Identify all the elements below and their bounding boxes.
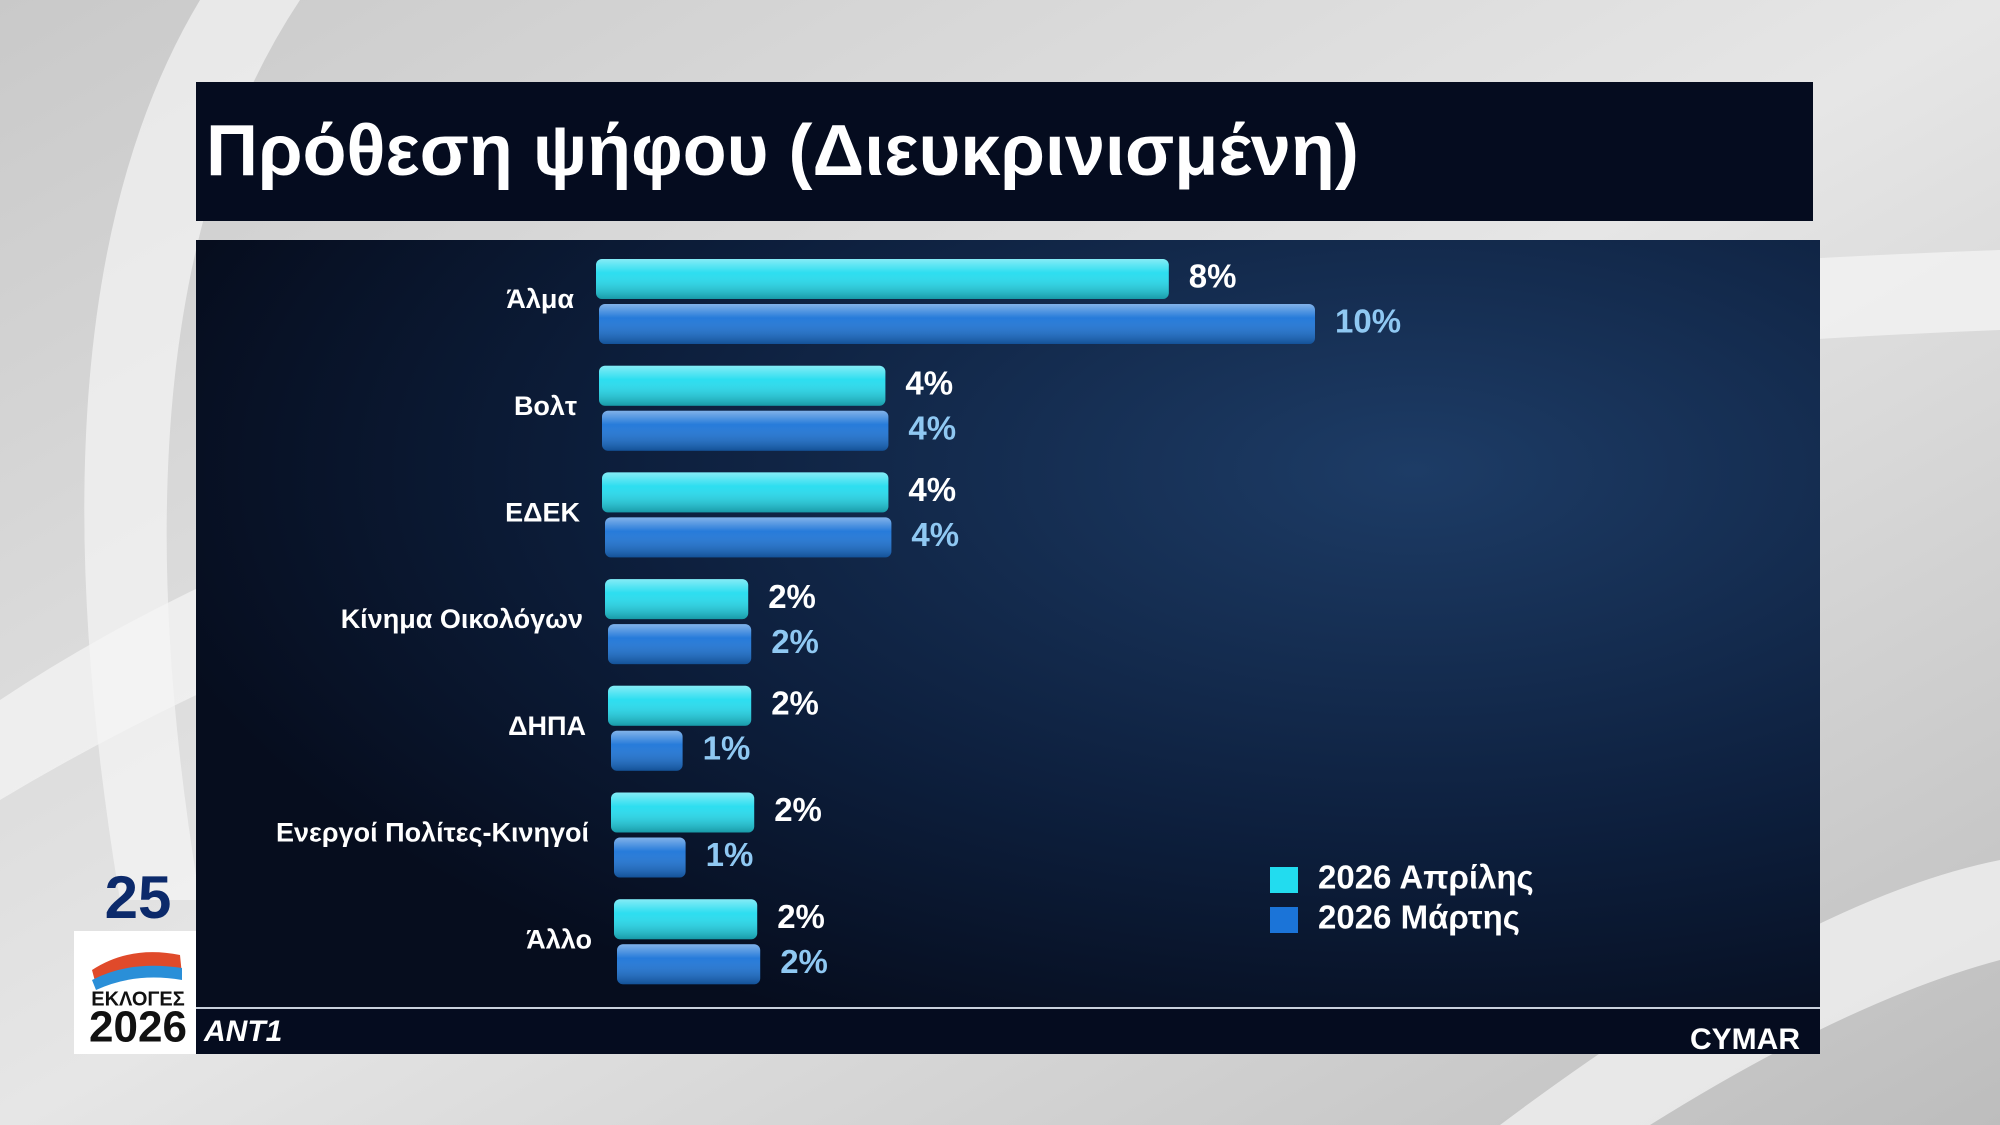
value-label: 2% bbox=[771, 685, 819, 722]
value-label: 4% bbox=[905, 364, 953, 401]
value-label: 1% bbox=[706, 836, 754, 873]
bar-shade bbox=[596, 259, 1169, 299]
day-number: 25 bbox=[105, 864, 172, 931]
legend-swatch bbox=[1270, 867, 1298, 893]
election-logo-box bbox=[74, 931, 196, 1054]
value-label: 1% bbox=[703, 730, 751, 767]
value-label: 8% bbox=[1189, 258, 1237, 295]
value-label: 4% bbox=[911, 516, 959, 553]
category-label: ΔΗΠΑ bbox=[508, 711, 586, 741]
bar-shade bbox=[617, 944, 761, 985]
bar-shade bbox=[602, 410, 889, 451]
value-label: 2% bbox=[780, 943, 828, 980]
bar-shade bbox=[599, 304, 1315, 344]
category-label: ΕΔΕΚ bbox=[505, 498, 580, 528]
swoosh bbox=[84, 0, 301, 900]
bar-shade bbox=[608, 624, 752, 665]
chart-panel bbox=[196, 240, 1820, 1008]
pollster-logo: CYMAR bbox=[1690, 1023, 1800, 1056]
bar-shade bbox=[611, 730, 683, 771]
bar-shade bbox=[605, 579, 749, 620]
bar-shade bbox=[605, 517, 892, 558]
category-label: Κίνημα Οικολόγων bbox=[341, 604, 583, 634]
value-label: 4% bbox=[908, 471, 956, 508]
category-label: Άλμα bbox=[506, 284, 574, 314]
bar-shade bbox=[611, 792, 755, 833]
bar-shade bbox=[608, 685, 752, 726]
legend-label: 2026 Μάρτης bbox=[1318, 899, 1520, 936]
bar-shade bbox=[599, 365, 886, 406]
footer-strip bbox=[196, 1008, 1820, 1054]
bar-shade bbox=[614, 837, 686, 878]
legend-swatch bbox=[1270, 907, 1298, 933]
value-label: 10% bbox=[1335, 303, 1401, 340]
value-label: 2% bbox=[768, 578, 816, 615]
title: Πρόθεση ψήφου (Διευκρινισμένη) bbox=[206, 111, 1359, 191]
category-label: Βολτ bbox=[514, 391, 577, 421]
value-label: 4% bbox=[908, 409, 956, 446]
election-label: ΕΚΛΟΓΕΣ bbox=[91, 988, 185, 1010]
channel-logo: ANT1 bbox=[203, 1015, 282, 1048]
bar-shade bbox=[602, 472, 889, 513]
category-label: Ενεργοί Πολίτες-Κινηγοί bbox=[276, 818, 589, 848]
value-label: 2% bbox=[771, 623, 819, 660]
value-label: 2% bbox=[774, 791, 822, 828]
legend-label: 2026 Απρίλης bbox=[1318, 859, 1534, 896]
category-label: Άλλο bbox=[526, 924, 592, 954]
logo-stripe bbox=[92, 965, 182, 990]
election-year: 2026 bbox=[89, 1003, 187, 1052]
bar-shade bbox=[614, 899, 758, 940]
title-bar bbox=[196, 82, 1813, 221]
value-label: 2% bbox=[777, 898, 825, 935]
